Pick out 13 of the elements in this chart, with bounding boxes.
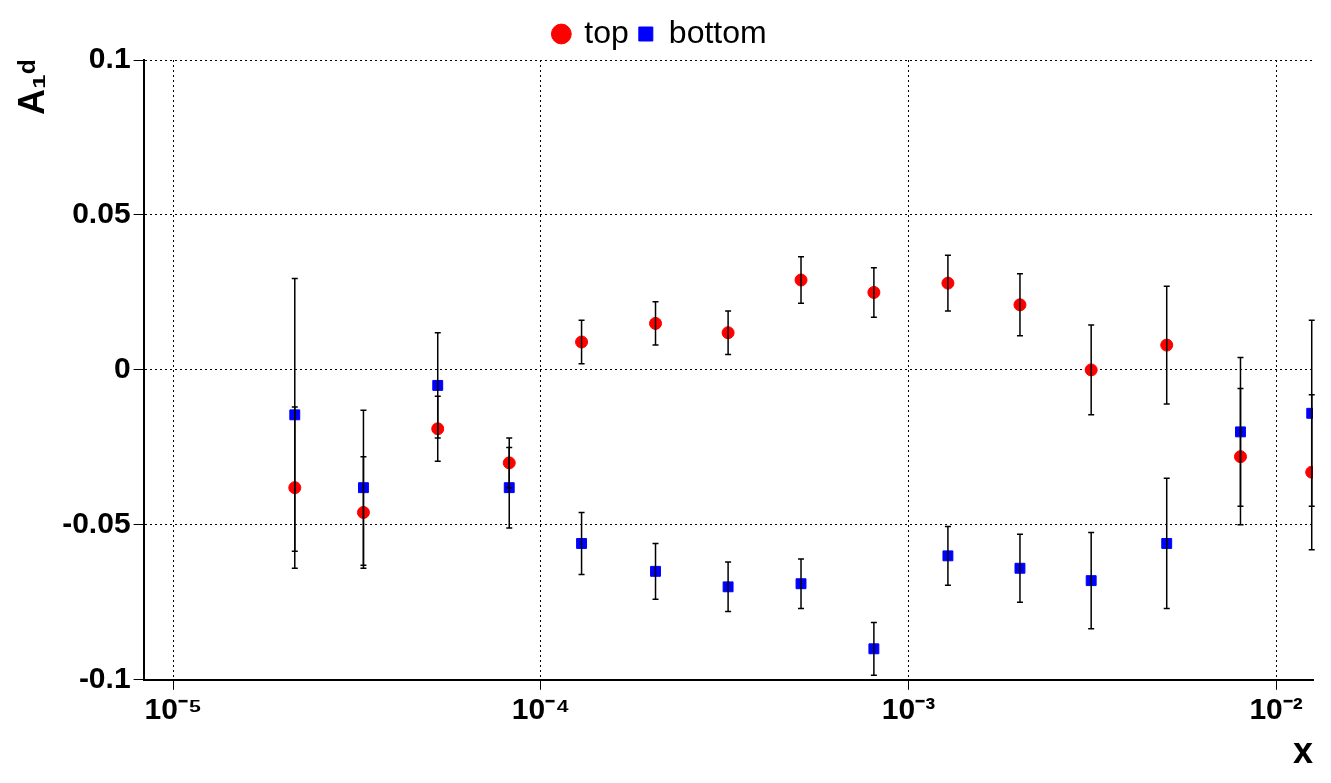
x-tick-label: 10⁻² bbox=[1249, 692, 1303, 726]
x-tick-label: 10⁻³ bbox=[881, 692, 936, 726]
x-axis-title: x bbox=[1292, 730, 1313, 772]
y-tick-label: -0.05 bbox=[62, 506, 131, 540]
x-tick-label: 10⁻⁴ bbox=[511, 692, 571, 726]
legend-label: top bbox=[584, 13, 629, 50]
legend-label: bottom bbox=[668, 13, 767, 50]
x-tick-label: 10⁻⁵ bbox=[144, 692, 203, 726]
y-tick-label: -0.1 bbox=[78, 661, 131, 695]
y-tick-label: 0.1 bbox=[88, 41, 131, 75]
y-tick-label: 0.05 bbox=[72, 196, 131, 230]
y-tick-label: 0 bbox=[113, 351, 131, 385]
y-axis-title: A₁ᵈ bbox=[10, 60, 52, 115]
